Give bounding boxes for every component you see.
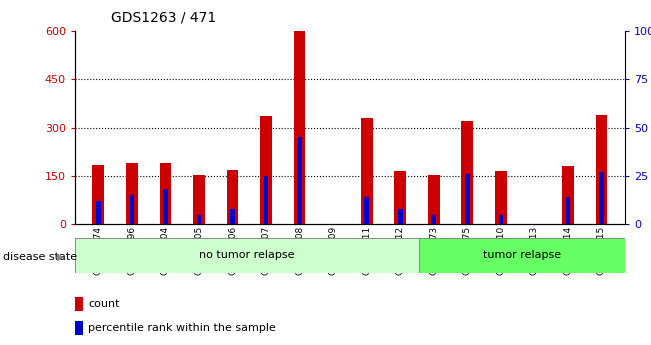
Bar [75,238,419,273]
Bar [365,197,369,224]
Text: percentile rank within the sample: percentile rank within the sample [88,323,276,333]
Bar [566,197,570,224]
Bar [260,116,272,224]
Bar [395,171,406,224]
Bar [264,176,268,224]
Bar [428,175,439,224]
Bar [398,209,402,224]
Text: ▶: ▶ [57,252,65,262]
Bar [159,163,171,224]
Bar [499,215,503,224]
Bar [495,171,506,224]
Bar [465,174,469,224]
Text: disease state: disease state [3,252,77,262]
Bar [92,165,104,224]
Bar [193,175,205,224]
Bar [163,189,168,224]
Bar [596,115,607,224]
Bar [599,172,604,224]
Bar [462,121,473,224]
Bar [230,209,235,224]
Bar [294,31,305,224]
Bar [126,163,138,224]
Bar [562,166,574,224]
Text: count: count [88,299,119,308]
Bar [298,137,302,224]
Bar [130,195,134,224]
Text: GDS1263 / 471: GDS1263 / 471 [111,10,216,24]
Text: tumor relapse: tumor relapse [483,250,561,260]
Bar [227,169,238,224]
Bar [197,215,201,224]
Bar [432,215,436,224]
Bar [96,201,101,224]
Bar [419,238,625,273]
Text: no tumor relapse: no tumor relapse [199,250,294,260]
Bar [361,118,372,224]
